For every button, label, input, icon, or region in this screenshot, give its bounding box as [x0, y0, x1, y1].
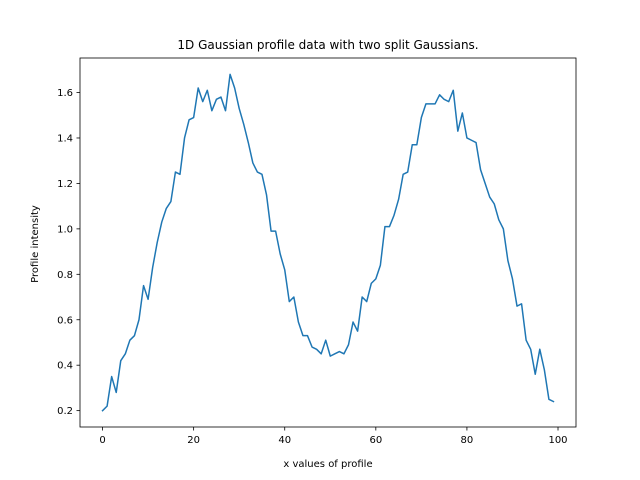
- x-tick-label: 60: [369, 435, 382, 446]
- x-tick-label: 80: [461, 435, 474, 446]
- x-tick-label: 100: [548, 435, 567, 446]
- plot-frame: [79, 57, 577, 428]
- y-axis-label: Profile intensity: [30, 205, 41, 283]
- x-tick-label: 20: [187, 435, 200, 446]
- y-tick-label: 0.4: [57, 361, 73, 372]
- y-tick-label: 1.4: [57, 133, 73, 144]
- y-tick-label: 0.8: [57, 270, 73, 281]
- x-axis-label: x values of profile: [283, 459, 372, 470]
- y-tick-label: 1.6: [57, 88, 73, 99]
- y-tick-label: 1.2: [57, 179, 73, 190]
- plot-area: 0 20 40 60 80 100 0.2 0.4 0.6 0.8 1.0 1.2 1.4 1.6: [57, 57, 577, 446]
- y-tick-label: 1.0: [57, 224, 73, 235]
- series-line-0: [101, 73, 555, 412]
- y-tick-label: 0.6: [57, 315, 73, 326]
- x-tick-label: 40: [278, 435, 291, 446]
- chart-title: 1D Gaussian profile data with two split …: [177, 38, 478, 52]
- x-tick-label: 0: [99, 435, 105, 446]
- y-tick-label: 0.2: [57, 406, 73, 417]
